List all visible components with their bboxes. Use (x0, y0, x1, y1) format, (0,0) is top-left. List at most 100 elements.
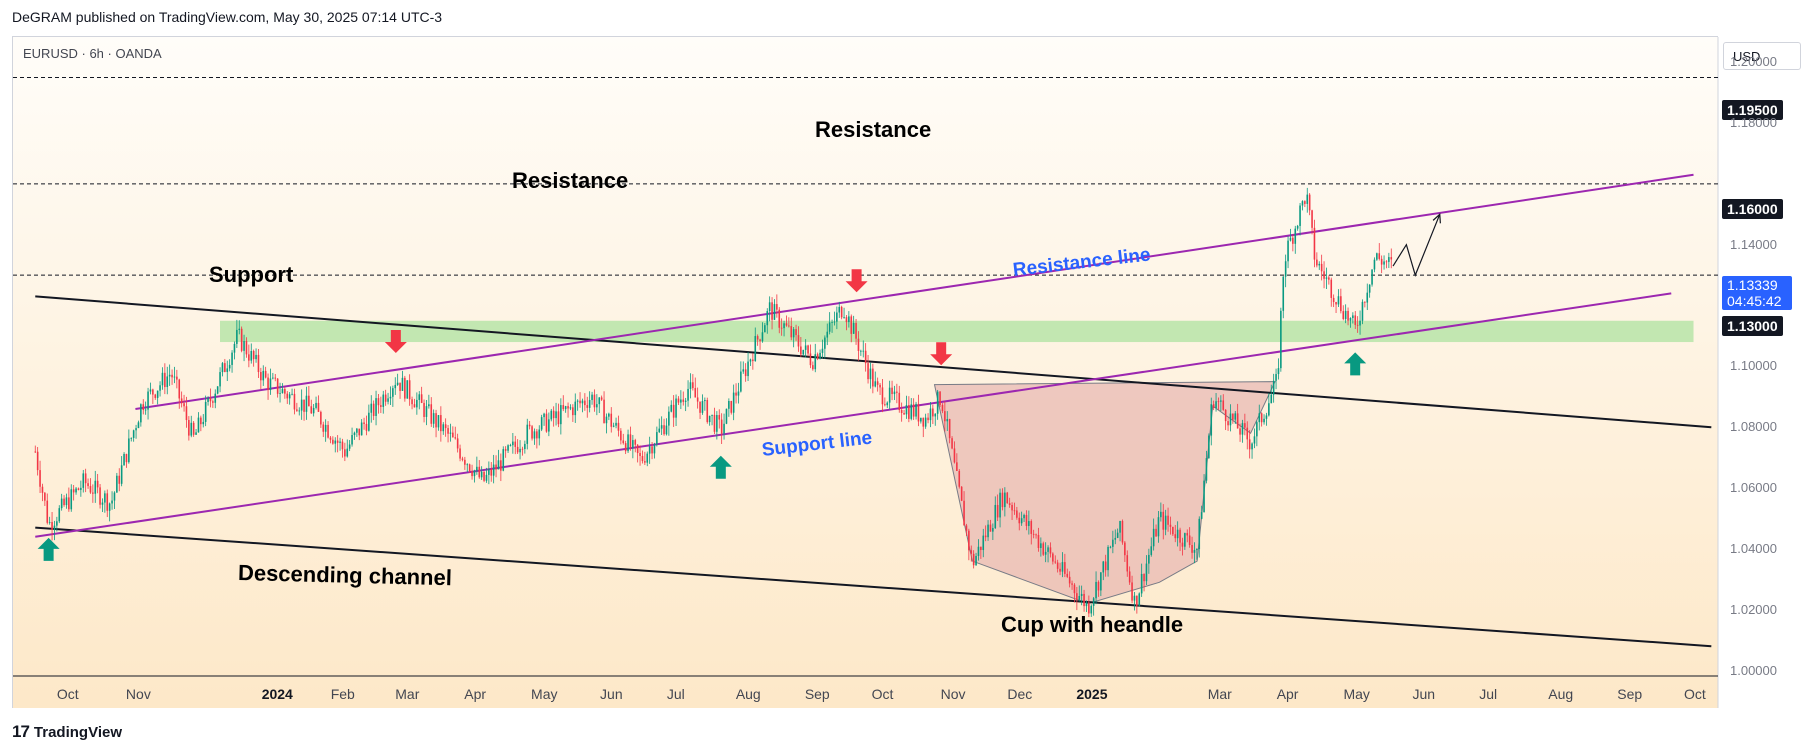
candle-body (1241, 423, 1244, 435)
candle-body (761, 332, 764, 342)
candle-body (564, 406, 567, 410)
candle-body (372, 403, 375, 416)
candle-body (1212, 404, 1215, 408)
candle-body (377, 398, 380, 406)
candle-body (1128, 571, 1131, 583)
candle-body (663, 425, 665, 435)
candle-body (1383, 261, 1385, 265)
candle-body (406, 380, 409, 399)
candle-body (221, 363, 224, 373)
candle-body (514, 441, 517, 447)
candle-body (267, 377, 269, 391)
candle-body (135, 428, 137, 431)
candle-body (212, 401, 214, 403)
candle-body (512, 441, 514, 446)
candle-body (936, 391, 939, 414)
candle-body (622, 440, 625, 444)
candle-body (420, 394, 423, 403)
candle-body (164, 372, 166, 388)
candle-body (754, 336, 757, 362)
candle-body (764, 325, 766, 333)
candle-body (1049, 547, 1052, 554)
candle-body (1260, 413, 1263, 423)
candle-body (982, 535, 985, 551)
candle-body (888, 387, 891, 403)
candle-body (75, 488, 77, 493)
candle-body (1287, 240, 1289, 262)
candle-body (168, 374, 171, 377)
candle-body (1200, 512, 1203, 519)
candle-body (744, 369, 747, 377)
candle-body (653, 444, 656, 454)
price-tick: 1.00000 (1730, 662, 1777, 678)
candle-body (502, 449, 505, 471)
candle-body (840, 306, 843, 318)
candle-body (291, 393, 293, 395)
candle-body (900, 409, 903, 414)
candle-body (819, 352, 821, 359)
candle-body (404, 377, 406, 399)
candle-body (185, 406, 188, 421)
footer-brand[interactable]: 17 TradingView (12, 722, 122, 742)
candle-body (94, 480, 97, 494)
candle-body (855, 322, 857, 339)
time-tick: Sep (1617, 686, 1643, 702)
currency-button[interactable]: USD (1723, 42, 1801, 70)
candle-body (1097, 581, 1100, 591)
candle-body (320, 411, 322, 425)
candle-body (538, 429, 541, 439)
candle-body (207, 398, 209, 402)
candle-body (646, 453, 649, 463)
candle-body (608, 413, 610, 417)
candle-body (723, 423, 725, 434)
candle-body (360, 422, 363, 436)
candle-body (1356, 324, 1359, 326)
candle-body (828, 322, 831, 332)
candle-body (1244, 423, 1246, 428)
candle-body (1167, 515, 1169, 525)
candle-body (332, 439, 334, 444)
candle-body (1056, 562, 1059, 569)
candle-body (776, 304, 778, 310)
candle-body (384, 394, 387, 402)
candle-body (725, 408, 728, 424)
candle-body (1191, 545, 1193, 553)
candle-body (809, 353, 812, 366)
level-label-3: 1.13000 (1722, 316, 1783, 336)
candle-body (1251, 443, 1253, 450)
candle-body (1380, 258, 1383, 265)
candle-body (200, 417, 202, 425)
candle-body (120, 465, 123, 484)
candle-body (476, 466, 478, 471)
time-tick: 2025 (1076, 686, 1108, 702)
candle-body (1169, 524, 1172, 527)
candle-body (694, 388, 697, 398)
candle-body (1030, 521, 1033, 534)
candle-body (1311, 210, 1313, 228)
candle-body (480, 471, 483, 478)
candle-body (507, 445, 509, 451)
candle-body (72, 489, 75, 493)
candle-body (461, 458, 464, 460)
candle-body (1282, 276, 1285, 311)
candle-body (214, 393, 217, 403)
candle-body (627, 434, 629, 452)
candle-body (850, 316, 853, 334)
candle-body (1306, 194, 1309, 204)
candle-body (1220, 400, 1222, 402)
candle-body (77, 488, 80, 490)
candle-body (641, 456, 644, 462)
candle-body (1013, 510, 1016, 512)
candle-body (34, 451, 37, 453)
candle-body (545, 413, 548, 432)
candle-body (51, 522, 53, 530)
candle-body (509, 445, 512, 446)
candle-body (891, 387, 893, 395)
tradingview-logo-icon: 17 (12, 722, 30, 741)
candle-body (1028, 521, 1030, 526)
candle-body (1119, 521, 1121, 533)
candle-body (317, 402, 320, 412)
candle-body (152, 389, 154, 395)
candle-body (756, 336, 759, 340)
